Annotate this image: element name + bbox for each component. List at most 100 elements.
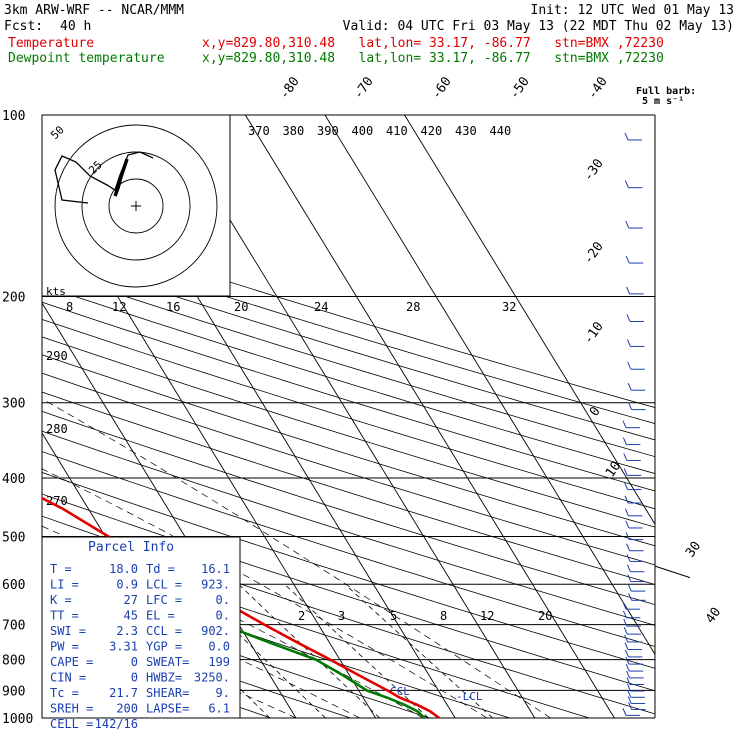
wind-barb-flag [622,601,627,610]
parcel-row-value: 200 [116,702,138,716]
parcel-row-value: 0. [216,593,230,607]
isobar-label: 100 [2,109,25,124]
parcel-row-value: 45 [124,609,138,623]
isobar-label: 300 [2,397,25,412]
wind-barb-flag [626,554,631,562]
wind-barb-flag [624,649,629,658]
wind-barb-flag [624,508,629,516]
parcel-row-value: 0. [216,609,230,623]
mixing-ratio-label: 8 [440,609,447,623]
dewpoint-location: x,y=829.80,310.48 lat,lon= 33.17, -86.77… [202,51,664,66]
wind-barb-flag [627,583,632,592]
wind-barb-flag [625,656,630,665]
theta-label: 390 [317,124,339,138]
wind-barb-flag [625,220,630,229]
isotherm-label: -30 [581,156,607,184]
parcel-row-label: CCL = [146,624,182,638]
wind-barb-flag [625,255,630,264]
wind-speed-label: 24 [314,300,328,314]
init-time: Init: 12 UTC Wed 01 May 13 [530,3,735,18]
wind-barb-flag [625,532,630,540]
isotherm-label: 10 [603,459,624,480]
wind-barb-flag [623,626,628,635]
parcel-row-label: CAPE = [50,655,93,669]
isotherm-line [404,115,655,526]
parcel-row-value: 0 [131,671,138,685]
wind-barb-flag [623,618,628,627]
parcel-row-value: 16.1 [201,562,230,576]
parcel-row-label: CIN = [50,671,86,685]
parcel-row-label: Td = [146,562,175,576]
parcel-row-label: YGP = [146,640,182,654]
wind-barb-flag [628,593,633,601]
theta-label: 400 [352,124,374,138]
parcel-row-value: 923. [201,578,230,592]
parcel-row-label: EL = [146,609,175,623]
parcel-info-box: Parcel Info T = 18.0 Td = 16.1 LI = 0.9 LCL = 9… [41,536,241,731]
parcel-row-value: 6.1 [208,702,230,716]
mixing-ratio-label: 3 [338,609,345,623]
wind-barb-flag [622,610,627,618]
wind-barb-flag [624,495,629,504]
parcel-row-label: Tc = [50,686,79,700]
isotherm-line [324,115,655,656]
isobar-label: 900 [2,684,25,699]
isotherm-line [244,115,615,718]
dry-adiabat [42,236,655,424]
isotherm-label: -40 [585,74,611,102]
forecast-label: Fcst: [4,19,44,34]
dry-adiabat [42,318,655,510]
hodograph-ring [54,124,218,288]
kts-label: kts [46,285,66,298]
parcel-row-label: SWEAT= [146,655,189,669]
theta-label: 430 [455,124,477,138]
parcel-row-label: LI = [50,578,79,592]
wind-speed-label: 12 [112,300,126,314]
wind-barb-flag [628,702,633,710]
dewpoint-profile [42,545,426,718]
isotherm-label: -70 [351,74,377,102]
mixing-ratio-label: 20 [538,609,552,623]
theta-label: 380 [283,124,305,138]
wind-barb-flag [622,420,627,428]
dry-adiabat [42,301,655,492]
wind-barb-flag [625,663,630,672]
wind-barb-flag [627,362,632,370]
dry-adiabat [42,336,655,528]
isotherm-label: 30 [683,539,704,560]
moist-adiabat [42,468,488,718]
dry-adiabat [42,472,655,669]
mixing-ratio-label: 2 [298,609,305,623]
parcel-row-label: PW = [50,640,79,654]
mixing-ratio-line [238,583,380,718]
parcel-row-value: 2.3 [116,624,138,638]
parcel-row-value: 142/16 [95,717,138,731]
barb-legend-line2: 5 m s⁻¹ [642,96,684,107]
parcel-row-value: 0 [131,655,138,669]
parcel-row-label: SWI = [50,624,86,638]
parcel-row-label: TT = [50,609,79,623]
wind-barb-flag [626,670,631,679]
barb-legend-line1: Full barb: [636,86,696,97]
mixing-ratio-label: 12 [480,609,494,623]
parcel-row-label: T = [50,562,72,576]
parcel-row-value: 27 [124,593,138,607]
parcel-row-label: SREH = [50,702,93,716]
wind-barb-flag [626,286,631,295]
dry-adiabat [42,430,655,626]
hodograph-ring [81,151,191,261]
parcel-row-label: LAPSE= [146,702,189,716]
parcel-row-label: LCL = [146,578,182,592]
mixing-ratio-line [344,583,494,718]
parcel-row-value: 0.0 [208,640,230,654]
isotherm-label: -10 [581,319,607,347]
isobar-label: 600 [2,578,25,593]
dry-adiabat [42,586,431,718]
wind-barb-flag [624,482,629,490]
parcel-row-label: LFC = [146,593,182,607]
wind-barb-flag [626,339,631,347]
wind-barb-flag [624,180,629,188]
dewpoint-legend: Dewpoint temperature [8,51,165,66]
